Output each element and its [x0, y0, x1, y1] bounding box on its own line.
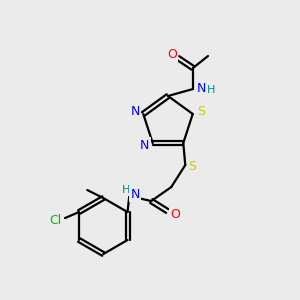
Text: H: H: [122, 185, 130, 195]
Text: Cl: Cl: [49, 214, 61, 226]
Text: H: H: [207, 85, 215, 95]
Text: N: N: [196, 82, 206, 94]
Text: S: S: [188, 160, 196, 172]
Text: N: N: [140, 139, 149, 152]
Text: N: N: [130, 106, 140, 118]
Text: O: O: [167, 47, 177, 61]
Text: N: N: [130, 188, 140, 200]
Text: S: S: [197, 106, 205, 118]
Text: O: O: [170, 208, 180, 220]
